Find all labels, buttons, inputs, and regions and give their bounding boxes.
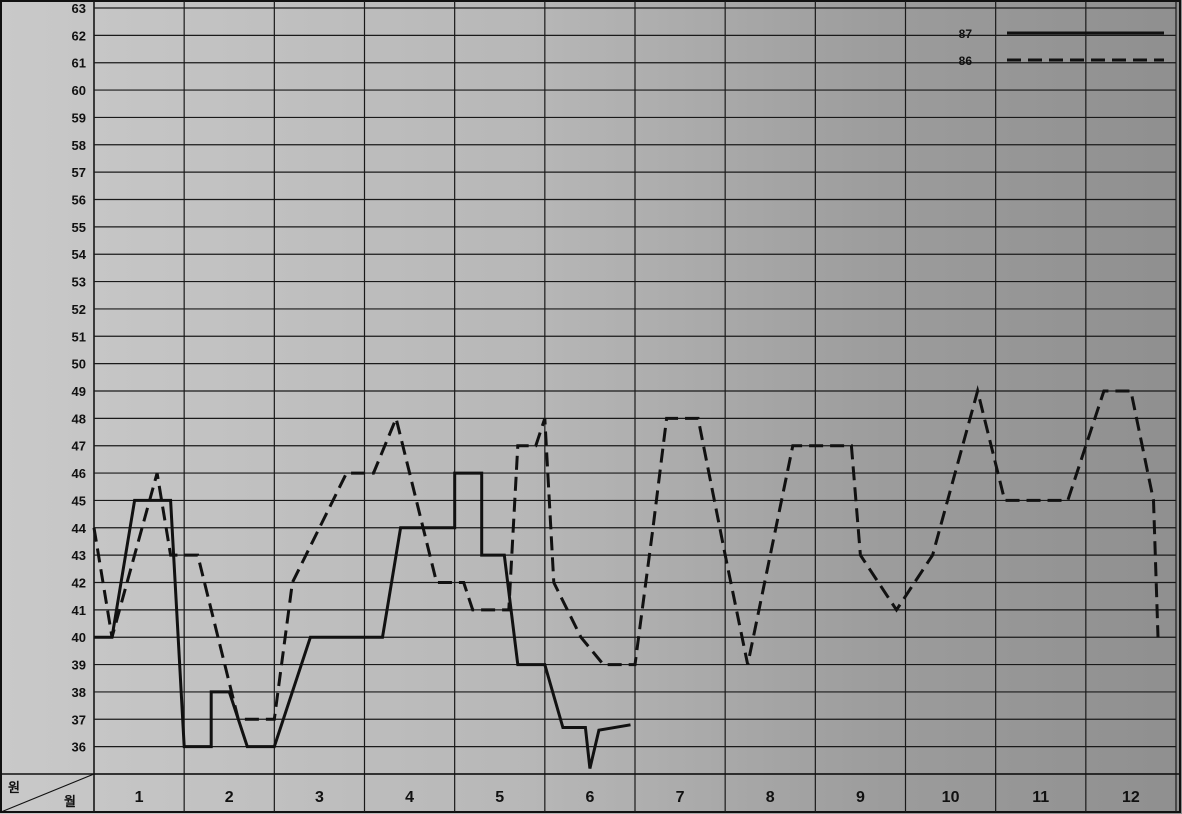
x-tick-label: 12 (1122, 789, 1140, 806)
corner-diagonal (0, 773, 95, 813)
x-tick-label: 5 (495, 789, 504, 806)
x-tick-label: 9 (856, 789, 865, 806)
x-tick-label: 8 (766, 789, 775, 806)
y-tick-label: 62 (72, 28, 86, 43)
x-tick-label: 7 (676, 789, 685, 806)
corner-label-col: 월 (64, 794, 76, 809)
legend-label: 87 (959, 27, 973, 41)
y-tick-label: 40 (72, 630, 86, 645)
legend-label: 86 (959, 54, 973, 68)
y-tick-label: 37 (72, 712, 86, 727)
x-tick-label: 4 (405, 789, 414, 806)
x-tick-label: 2 (225, 789, 234, 806)
y-tick-label: 42 (72, 576, 86, 591)
y-tick-label: 45 (72, 493, 86, 508)
y-tick-label: 54 (72, 247, 87, 262)
y-tick-label: 50 (72, 357, 86, 372)
corner-label-row: 원 (8, 780, 20, 795)
x-tick-label: 10 (942, 789, 960, 806)
y-tick-label: 39 (72, 658, 86, 673)
y-tick-label: 55 (72, 220, 86, 235)
y-tick-label: 53 (72, 275, 86, 290)
y-tick-label: 48 (72, 411, 86, 426)
y-tick-label: 59 (72, 110, 86, 125)
y-tick-label: 46 (72, 466, 86, 481)
y-tick-label: 51 (72, 329, 86, 344)
x-tick-label: 11 (1032, 789, 1049, 806)
y-tick-label: 47 (72, 439, 86, 454)
y-tick-label: 44 (72, 521, 87, 536)
x-tick-label: 1 (135, 789, 144, 806)
y-tick-label: 63 (72, 1, 86, 16)
y-tick-label: 57 (72, 165, 86, 180)
y-tick-label: 58 (72, 138, 86, 153)
y-tick-label: 36 (72, 740, 86, 755)
y-tick-label: 49 (72, 384, 86, 399)
y-tick-label: 41 (72, 603, 86, 618)
y-tick-label: 43 (72, 548, 86, 563)
y-tick-label: 61 (72, 56, 86, 71)
y-tick-label: 38 (72, 685, 86, 700)
series-line-86 (92, 385, 1160, 721)
x-tick-label: 6 (585, 789, 594, 806)
y-tick-label: 60 (72, 83, 86, 98)
x-tick-label: 3 (315, 789, 324, 806)
y-tick-label: 52 (72, 302, 86, 317)
y-tick-label: 56 (72, 193, 86, 208)
series-line-87 (94, 471, 631, 769)
